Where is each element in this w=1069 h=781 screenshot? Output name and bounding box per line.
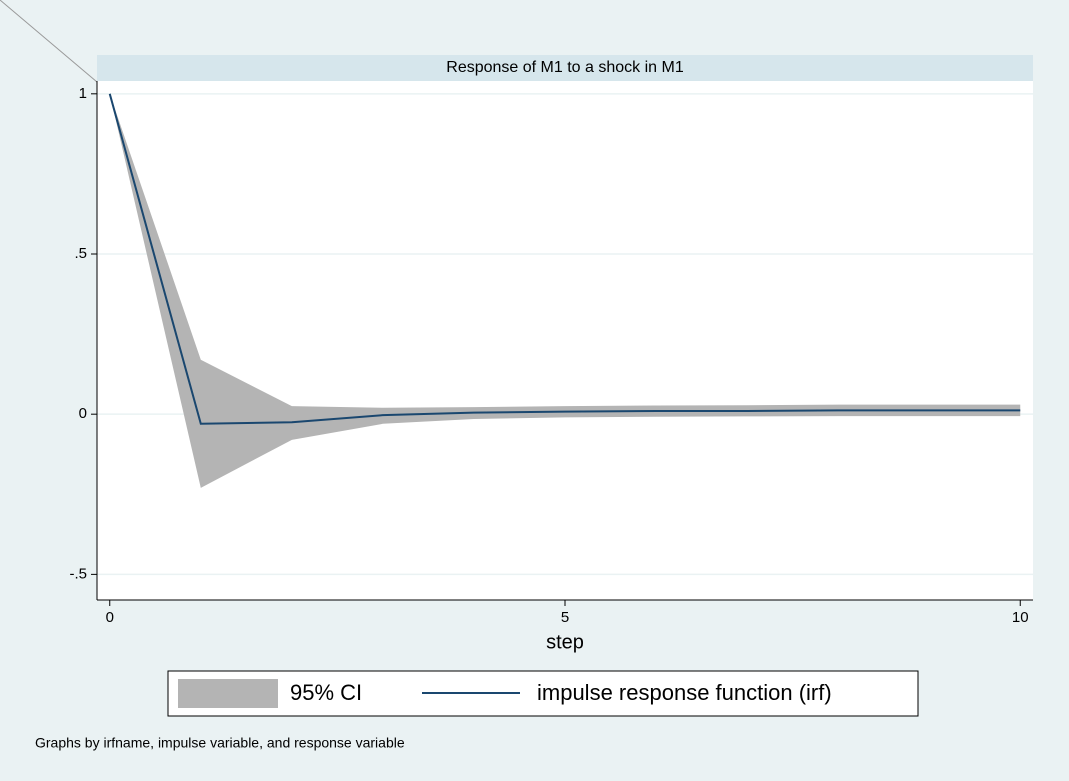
title-strip	[97, 55, 1033, 81]
note: Graphs by irfname, impulse variable, and…	[35, 735, 405, 751]
chart-title: Response of M1 to a shock in M1	[446, 59, 684, 76]
x-tick-label: 0	[106, 609, 114, 626]
irf-line	[108, 93, 1021, 425]
x-axis-label: step	[546, 631, 584, 653]
ci-band	[109, 93, 1021, 488]
y-tick-label: 0	[79, 405, 87, 422]
x-tick-label: 10	[1012, 609, 1029, 626]
plot-area	[97, 55, 1033, 600]
legend-label: 95% CI	[290, 680, 362, 705]
legend-label: impulse response function (irf)	[537, 680, 832, 705]
legend-swatch	[178, 679, 278, 708]
legend	[167, 670, 919, 717]
x-tick-label: 5	[561, 609, 569, 626]
decoration	[0, 0, 98, 83]
y-tick-label: .5	[74, 245, 87, 262]
y-tick-label: -.5	[69, 565, 87, 582]
y-tick-label: 1	[79, 85, 87, 102]
